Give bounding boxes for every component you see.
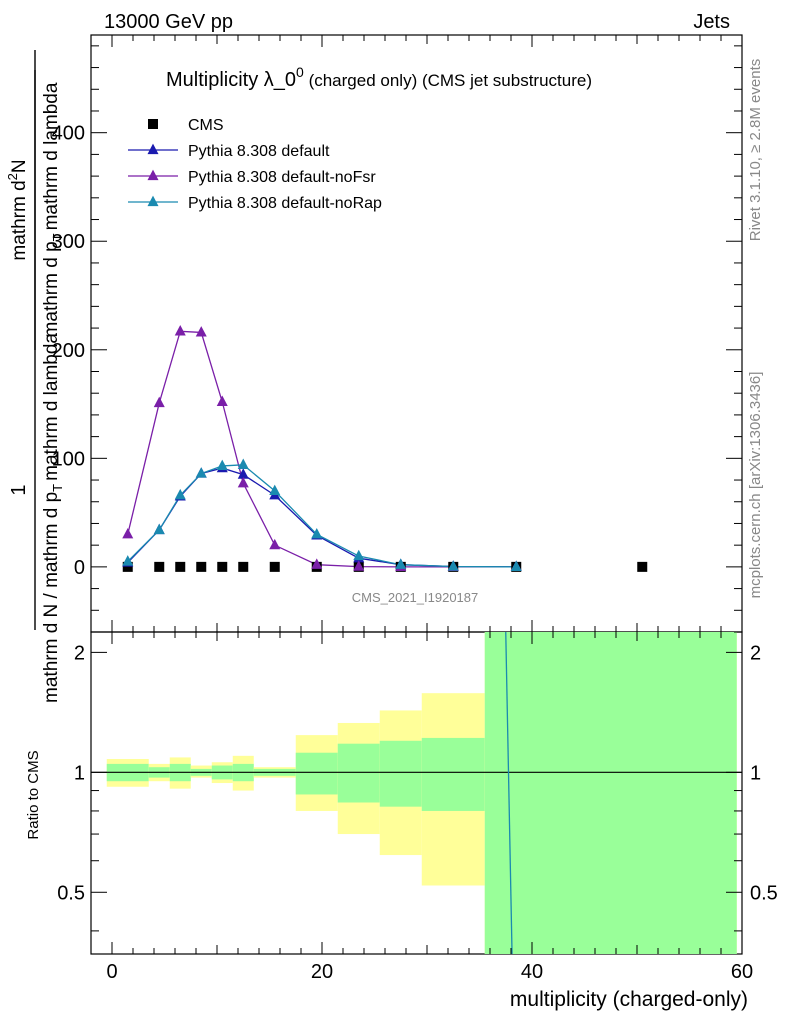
upper-axis-ticks: 0 100 200 300 400: [52, 35, 743, 633]
series-1-line: [127, 467, 517, 568]
chart-title-sup: 0: [296, 64, 304, 80]
upper-ytick-label-100: 100: [52, 448, 85, 470]
analysis-watermark: CMS_2021_I1920187: [352, 590, 479, 605]
mcplots-label: mcplots.cern.ch [arXiv:1306.3436]: [747, 372, 764, 599]
series-3-point-3: [195, 467, 207, 478]
series-0-point-1: [154, 561, 165, 572]
y-axis-label: 1 mathrm d N / mathrm d pTmathrm d lambd…: [5, 50, 65, 703]
lower-ytick-label-left-1: 1: [74, 762, 85, 784]
upper-ytick-label-0: 0: [74, 557, 85, 579]
series-2-point-7: [311, 558, 323, 569]
lower-ytick-label-right-1: 1: [750, 762, 761, 784]
series-3-point-6: [269, 484, 281, 496]
legend-marker-2: [147, 169, 159, 181]
series-3-point-10: [447, 560, 459, 571]
series-0-point-3: [196, 561, 207, 572]
series-3-point-11: [510, 560, 522, 571]
chart-title: Multiplicity λ_00 (charged only) (CMS je…: [166, 64, 592, 91]
series-3-point-2: [174, 488, 186, 500]
chart-title-sub: (charged only) (CMS jet substructure): [304, 71, 592, 90]
series-2-point-8: [353, 560, 365, 571]
ratio-lines: [505, 631, 513, 955]
series-1-point-5: [237, 468, 249, 479]
series-3-point-8: [353, 549, 365, 561]
ratio-band-inner-8: [337, 743, 380, 803]
ratio-band-inner-7: [295, 752, 338, 795]
series-2-line: [127, 330, 517, 568]
lower-frame: [90, 631, 743, 955]
lower-ytick-label-right-2: 2: [750, 642, 761, 664]
lower-ytick-label-right-0.5: 0.5: [750, 882, 778, 904]
y-label-inner-numerator: mathrm d2N: [5, 159, 30, 260]
ratio-band-inner-10: [421, 737, 485, 811]
ratio-band-inner-9: [379, 740, 422, 807]
xtick-label-60: 60: [731, 961, 753, 983]
series-0-point-2: [175, 561, 186, 572]
upper-ytick-label-200: 200: [52, 340, 85, 362]
series-2-point-1: [153, 396, 165, 408]
lower-ytick-label-left-0.5: 0.5: [57, 882, 85, 904]
series-0-point-6: [269, 561, 280, 572]
series-0-point-12: [637, 561, 648, 572]
series-layer: [122, 325, 648, 572]
legend: CMS Pythia 8.308 default Pythia 8.308 defa…: [128, 117, 382, 212]
series-3-point-0: [122, 555, 134, 566]
series-0-point-5: [238, 561, 249, 572]
series-0-point-4: [217, 561, 228, 572]
header-left: 13000 GeV pp: [104, 11, 233, 33]
series-0-point-0: [122, 561, 133, 572]
legend-label-2: Pythia 8.308 default-noFsr: [188, 169, 376, 186]
upper-ytick-label-400: 400: [52, 123, 85, 145]
legend-marker-0: [148, 119, 158, 129]
rivet-version-label: Rivet 3.1.10, ≥ 2.8M events: [747, 59, 764, 242]
legend-marker-1: [147, 143, 159, 155]
series-3-point-9: [395, 558, 407, 569]
xtick-label-20: 20: [311, 961, 333, 983]
ratio-y-axis-label: Ratio to CMS: [25, 750, 42, 839]
series-3-line: [127, 464, 517, 568]
series-3-point-1: [153, 523, 165, 535]
xtick-label-40: 40: [521, 961, 543, 983]
series-2-point-6: [269, 538, 281, 550]
legend-label-0: CMS: [188, 117, 224, 134]
header-right: Jets: [693, 11, 730, 33]
ratio-bands: [106, 632, 737, 954]
xtick-label-0: 0: [106, 961, 117, 983]
legend-label-3: Pythia 8.308 default-noRap: [188, 195, 382, 212]
series-2-point-4: [216, 395, 228, 407]
series-2-point-0: [122, 527, 134, 539]
series-3-point-5: [237, 458, 249, 469]
series-3-point-7: [311, 527, 323, 539]
series-2-point-2: [174, 325, 186, 336]
legend-marker-3: [147, 195, 159, 207]
upper-ytick-label-300: 300: [52, 231, 85, 253]
lower-ytick-label-left-2: 2: [74, 642, 85, 664]
lower-axis-ticks: 0.5 0.51 12 20 20 40 60: [57, 632, 778, 983]
series-2-point-5: [237, 476, 249, 488]
x-axis-label: multiplicity (charged-only): [510, 988, 748, 1011]
y-label-inner-denominator: mathrm d pTmathrm d lambda: [41, 82, 65, 337]
y-label-denominator-a: mathrm d N / mathrm d pTmathrm d lambda: [41, 333, 65, 703]
ratio-line-0: [505, 631, 513, 955]
y-label-numerator-1: 1: [8, 484, 30, 495]
ratio-band-inner-11: [484, 632, 737, 954]
chart-title-main: Multiplicity λ_0: [166, 69, 296, 91]
series-2-point-3: [195, 326, 207, 337]
legend-label-1: Pythia 8.308 default: [188, 143, 330, 160]
series-3-point-4: [216, 459, 228, 471]
